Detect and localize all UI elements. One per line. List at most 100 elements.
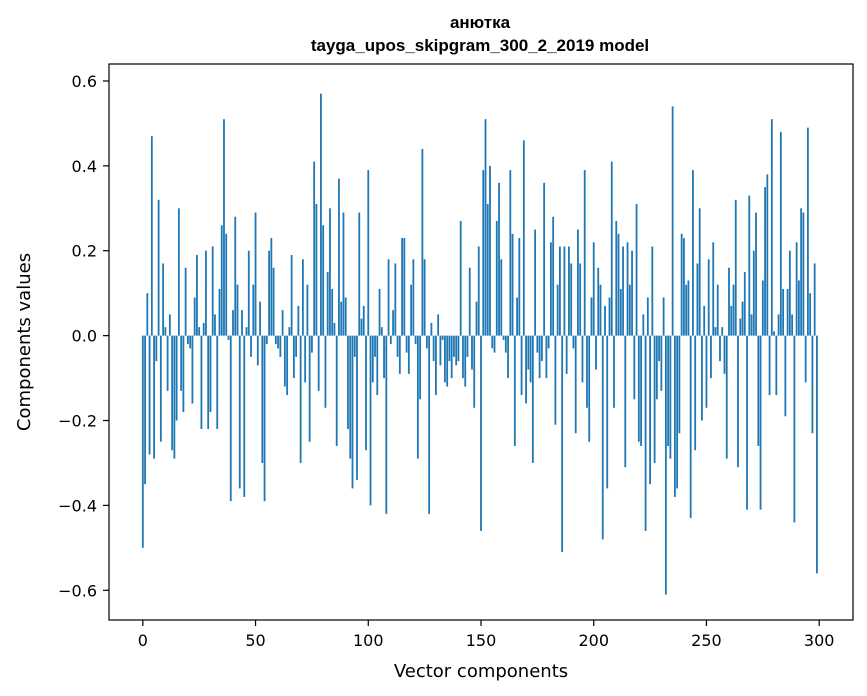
bar-204: [601, 335, 604, 540]
bar-158: [498, 182, 500, 336]
bar-109: [387, 259, 390, 336]
bar-247: [698, 208, 701, 336]
bar-169: [522, 140, 525, 336]
bar-272: [755, 212, 757, 336]
bar-113: [396, 335, 399, 357]
bar-291: [797, 280, 800, 336]
bar-241: [685, 284, 688, 336]
bar-0: [141, 335, 144, 548]
bar-31: [211, 246, 214, 336]
bar-23: [193, 297, 196, 336]
bar-53: [261, 335, 264, 463]
bar-279: [770, 119, 773, 336]
bar-95: [356, 335, 358, 480]
bar-195: [581, 335, 584, 383]
bar-196: [583, 170, 586, 336]
bar-200: [592, 242, 595, 336]
bar-296: [809, 293, 812, 336]
bar-66: [290, 254, 293, 336]
bar-78: [317, 335, 320, 391]
bar-226: [651, 246, 654, 336]
bar-168: [520, 335, 523, 396]
bar-2: [146, 293, 149, 336]
bar-17: [180, 335, 183, 391]
bar-210: [615, 221, 618, 336]
bar-248: [701, 335, 703, 421]
bar-57: [270, 238, 273, 336]
bar-107: [383, 335, 385, 379]
bar-112: [394, 263, 397, 336]
bar-26: [200, 335, 203, 429]
bar-178: [543, 182, 546, 336]
bar-269: [748, 195, 751, 336]
bar-71: [301, 259, 304, 336]
bar-98: [362, 305, 365, 336]
bar-250: [705, 335, 708, 408]
bar-145: [468, 267, 471, 336]
bar-3: [148, 335, 151, 455]
bar-274: [759, 335, 762, 510]
bar-244: [692, 170, 694, 336]
bar-271: [752, 250, 755, 336]
bar-29: [207, 335, 210, 429]
bar-137: [450, 335, 453, 379]
bar-186: [561, 335, 564, 553]
bar-110: [389, 335, 392, 345]
bar-299: [816, 335, 818, 574]
bar-40: [232, 310, 234, 336]
bar-163: [509, 170, 512, 336]
bar-217: [631, 250, 633, 336]
bar-101: [369, 335, 372, 506]
bar-15: [175, 335, 178, 421]
bar-228: [655, 335, 658, 400]
bar-77: [315, 204, 318, 336]
bar-273: [757, 335, 760, 446]
bar-181: [549, 242, 552, 336]
bar-94: [353, 335, 356, 357]
bar-42: [236, 284, 239, 336]
bar-21: [189, 335, 192, 349]
bar-238: [678, 335, 681, 434]
bar-146: [471, 335, 473, 370]
bar-1: [144, 335, 146, 485]
bars-group: [141, 93, 818, 595]
bar-253: [712, 242, 715, 336]
bar-22: [191, 335, 194, 404]
bar-190: [570, 263, 573, 336]
bar-130: [435, 335, 437, 396]
bar-5: [153, 335, 155, 459]
bar-69: [297, 305, 300, 336]
bar-12: [168, 314, 171, 336]
bar-68: [295, 335, 298, 357]
x-tick-label: 100: [353, 631, 384, 650]
bar-216: [628, 284, 631, 336]
bar-111: [392, 310, 394, 336]
bar-51: [256, 335, 259, 366]
bar-155: [491, 335, 494, 349]
bar-159: [500, 259, 503, 336]
bar-35: [220, 225, 223, 336]
bar-43: [238, 335, 241, 489]
bar-276: [764, 187, 766, 336]
bar-263: [734, 199, 737, 336]
bar-219: [635, 204, 638, 336]
bar-277: [766, 174, 769, 336]
bar-19: [184, 267, 187, 336]
bar-41: [234, 216, 237, 336]
bar-74: [308, 335, 311, 442]
bar-28: [205, 250, 207, 336]
bar-282: [777, 314, 780, 336]
bar-154: [489, 165, 491, 336]
bar-106: [380, 327, 383, 336]
bar-14: [173, 335, 176, 459]
bar-7: [157, 199, 160, 336]
bar-293: [802, 212, 805, 336]
bar-10: [164, 327, 167, 336]
bar-161: [504, 335, 507, 353]
bar-278: [768, 335, 771, 396]
bar-208: [610, 161, 613, 336]
bar-288: [791, 314, 794, 336]
bar-292: [800, 208, 803, 336]
bar-108: [385, 335, 388, 514]
bar-60: [277, 335, 279, 349]
